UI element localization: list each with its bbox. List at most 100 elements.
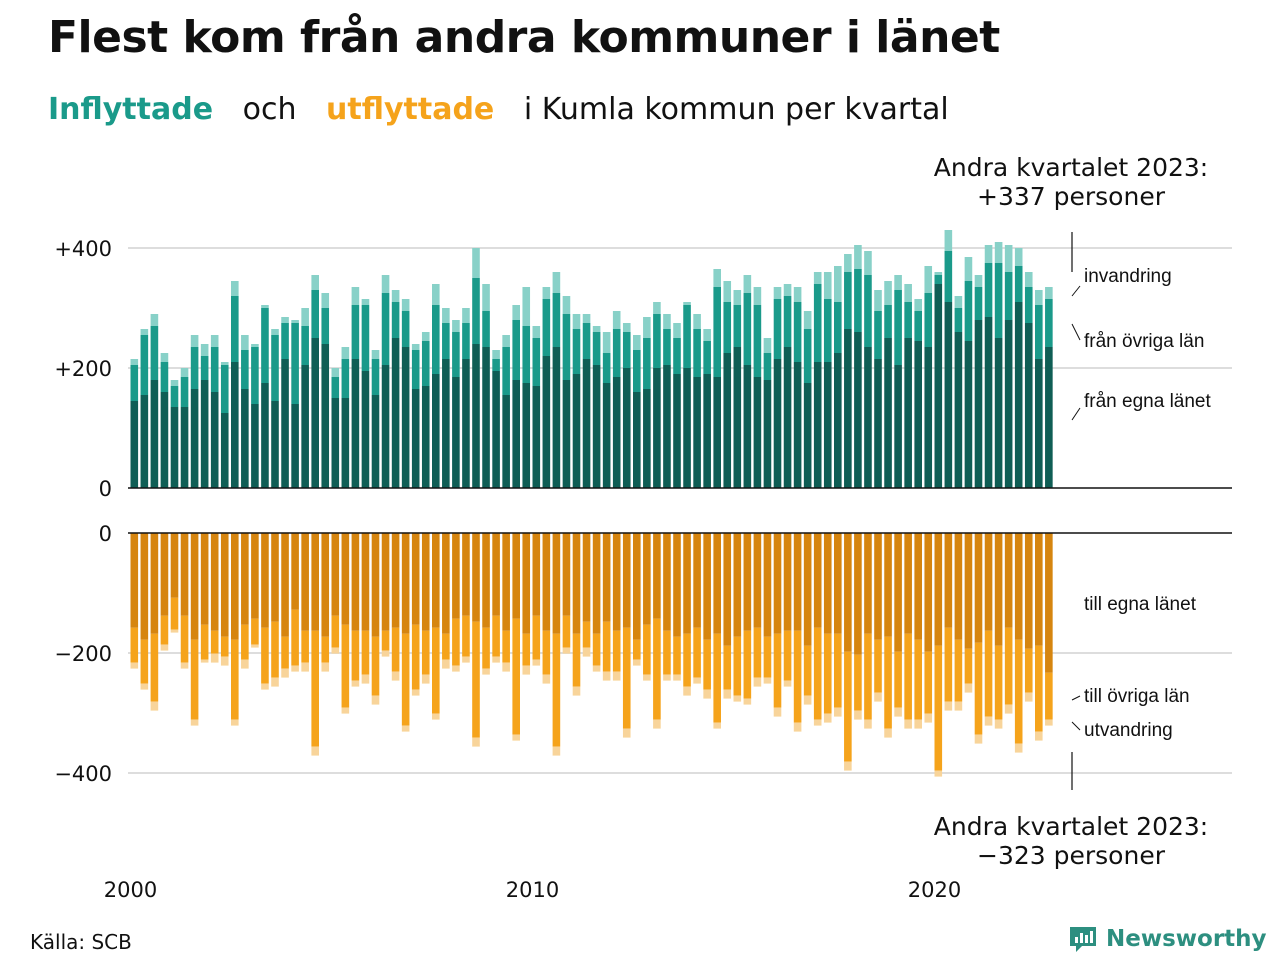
bar-out-emigration (271, 677, 279, 687)
bar-out-to-other-counties (381, 630, 390, 651)
bar-in-from-own-county (210, 392, 219, 488)
bar-in-from-other-counties (924, 293, 933, 347)
bar-in-from-other-counties (823, 299, 832, 362)
bar-out-to-other-counties (231, 639, 239, 720)
bar-in-from-other-counties (693, 329, 701, 377)
bar-out-emigration (210, 653, 219, 663)
bar-in-from-other-counties (492, 359, 500, 371)
bar-out-emigration (844, 761, 852, 771)
bar-in-immigration (180, 368, 189, 377)
bar-in-from-own-county (291, 404, 299, 488)
bar-out-to-other-counties (934, 645, 943, 771)
bar-out-to-other-counties (442, 633, 450, 660)
bar-out-to-own-county (904, 533, 912, 634)
bar-out-emigration (472, 737, 480, 747)
bar-in-immigration (361, 299, 370, 305)
bar-in-immigration (723, 281, 732, 302)
bar-out-to-other-counties (210, 630, 219, 654)
bar-out-emigration (442, 659, 450, 669)
bar-in-immigration (1024, 272, 1033, 287)
legend-till-egna-lanet: till egna länet (1084, 594, 1197, 615)
bar-out-to-own-county (160, 533, 169, 616)
xtick-label: 2020 (908, 878, 961, 902)
bar-in-from-other-counties (311, 290, 319, 338)
bar-out-to-own-county (854, 533, 862, 655)
bar-in-immigration (944, 230, 953, 251)
bar-out-to-other-counties (713, 633, 721, 723)
bar-in-immigration (773, 287, 782, 299)
bar-out-to-other-counties (532, 615, 541, 660)
bar-out-to-own-county (180, 533, 189, 616)
bar-in-from-other-counties (834, 302, 842, 353)
bar-out-to-other-counties (562, 615, 571, 648)
bar-in-from-own-county (512, 380, 520, 488)
bar-in-from-own-county (472, 344, 480, 488)
bar-out-to-own-county (462, 533, 470, 616)
bar-in-from-own-county (914, 341, 922, 488)
bar-out-to-own-county (371, 533, 380, 637)
bar-in-immigration (753, 287, 762, 305)
bar-in-immigration (994, 242, 1003, 263)
bar-out-emigration (261, 683, 269, 690)
legend-leader (1071, 695, 1081, 701)
bar-in-from-other-counties (723, 302, 732, 353)
bar-in-from-own-county (612, 377, 621, 488)
bar-in-from-other-counties (612, 329, 621, 377)
bar-out-to-own-county (763, 533, 772, 637)
bar-in-from-own-county (200, 380, 209, 488)
bar-in-from-other-counties (954, 308, 963, 332)
bar-out-to-own-county (612, 533, 621, 631)
bar-in-immigration (542, 287, 551, 299)
bar-out-to-other-counties (743, 630, 752, 699)
bar-out-to-own-county (351, 533, 360, 631)
bar-in-immigration (793, 287, 802, 302)
bar-in-from-own-county (572, 374, 581, 488)
bar-out-to-own-county (200, 533, 209, 625)
bar-out-to-own-county (241, 533, 249, 625)
bar-in-from-other-counties (1004, 272, 1013, 320)
bar-in-immigration (884, 281, 892, 305)
bar-in-from-other-counties (472, 278, 480, 344)
bar-out-emigration (251, 644, 259, 648)
bar-in-from-own-county (170, 407, 179, 488)
bar-in-immigration (864, 251, 872, 275)
bar-out-to-own-county (803, 533, 812, 646)
bar-in-immigration (703, 329, 711, 341)
bar-out-to-other-counties (723, 645, 732, 690)
bar-in-from-other-counties (432, 305, 440, 374)
bar-in-from-other-counties (241, 350, 249, 389)
bar-in-from-own-county (693, 377, 701, 488)
bar-out-to-own-county (542, 533, 551, 631)
bar-out-emigration (331, 647, 340, 654)
bar-in-from-own-county (864, 347, 872, 488)
bar-out-emigration (582, 647, 591, 657)
bar-in-immigration (964, 257, 973, 281)
bar-in-from-other-counties (572, 329, 581, 374)
ytick-out: −200 (54, 642, 112, 666)
bar-out-to-own-county (643, 533, 651, 625)
legend-fran-egna-lanet: från egna länet (1084, 391, 1211, 412)
bar-in-from-other-counties (813, 284, 822, 362)
bar-out-to-own-county (281, 533, 289, 637)
bar-out-to-own-county (291, 533, 299, 610)
bar-in-from-own-county (351, 359, 360, 488)
bar-in-from-other-counties (210, 347, 219, 392)
bar-in-from-own-county (150, 380, 159, 488)
bar-in-immigration (442, 308, 450, 323)
bar-out-to-other-counties (1024, 648, 1033, 693)
bar-in-from-other-counties (381, 293, 390, 365)
bar-out-to-other-counties (924, 651, 933, 714)
bar-in-from-other-counties (261, 308, 269, 383)
subtitle-inflyttade: Inflyttade (48, 92, 214, 127)
bar-out-to-own-county (361, 533, 370, 631)
bar-in-from-own-county (411, 389, 420, 488)
bar-in-immigration (693, 314, 701, 329)
ytick-in: +200 (54, 357, 112, 381)
bar-out-to-own-county (823, 533, 832, 634)
bar-in-from-own-county (944, 302, 953, 488)
bar-in-immigration (924, 266, 933, 293)
bar-out-to-own-county (874, 533, 882, 640)
bar-out-to-other-counties (994, 645, 1003, 720)
bar-in-from-own-county (321, 344, 330, 488)
bar-in-from-own-county (1014, 302, 1023, 488)
